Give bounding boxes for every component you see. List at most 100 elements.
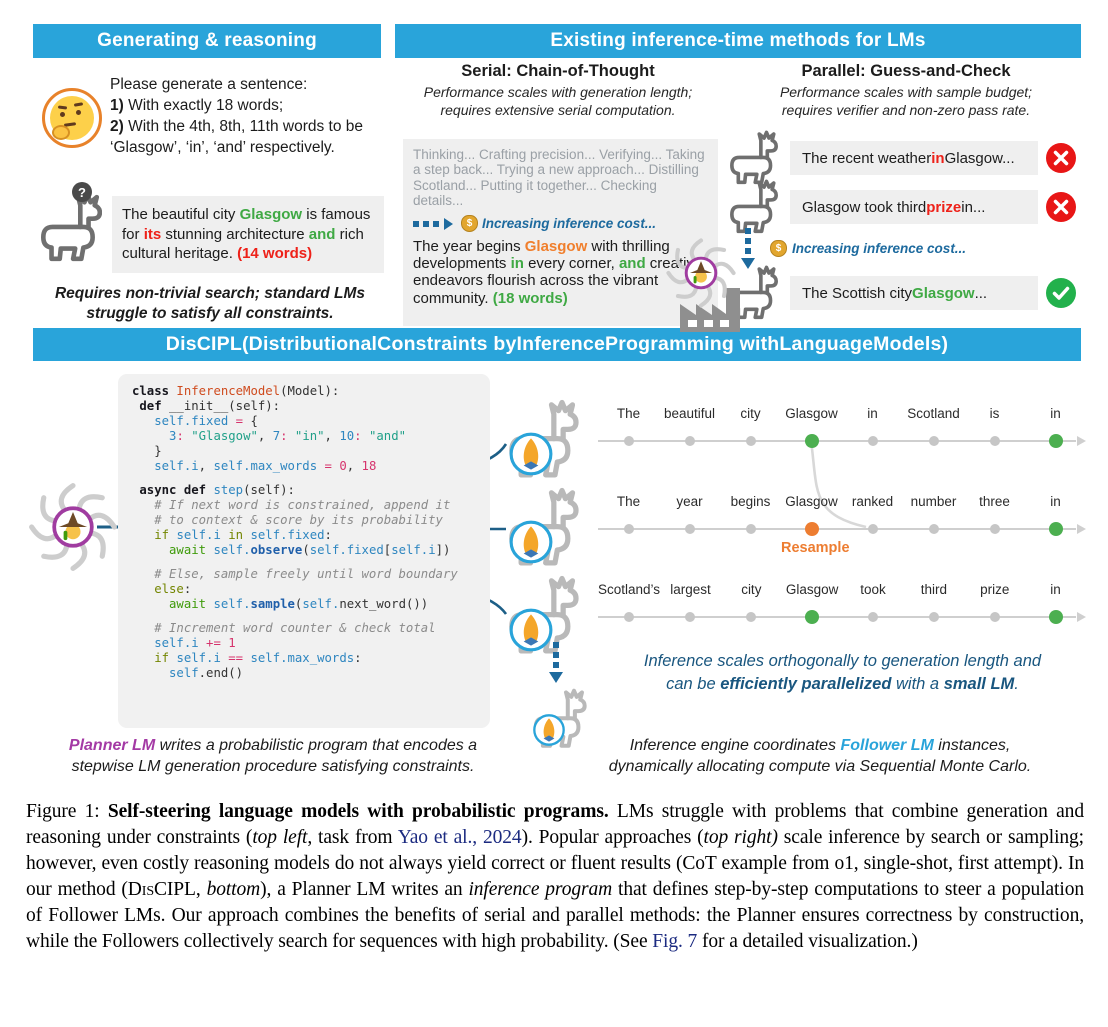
token-dot [684,436,695,446]
code-line: # Else, sample freely until word boundar… [132,567,458,581]
dotted-arrow-down-icon [549,642,563,683]
text-segment: and [308,225,336,243]
chain-word: Glasgow [785,406,838,421]
chain-word: is [989,406,1000,421]
token-dot [623,436,634,446]
chain-word: The [616,494,641,509]
praying-hands-icon [508,519,554,565]
token-dot [867,524,878,534]
text-segment: DisCIPL [165,333,242,355]
code-line: await self.observe(self.fixed[self.i]) [169,543,451,557]
token-dot [928,436,939,446]
llama-icon [36,192,102,266]
code-line: # Increment word counter & check total [132,621,436,635]
text-segment: Planner LM [68,737,156,754]
text-segment: inference program [468,879,613,900]
fail-icon [1046,143,1076,173]
text-segment: ( [241,333,249,355]
chain-word: in [867,406,878,421]
code-line [132,612,480,621]
token-chain: Scotland’s largest city Glasgow took third pri… [598,582,1086,626]
code-line: # If next word is constrained, append it [132,498,451,512]
cot-box: Thinking... Crafting precision... Verify… [403,139,718,326]
token-dot [745,524,756,534]
follower-caption: Inference engine coordinates Follower LM… [540,735,1100,777]
dotted-arrow-down-icon [741,228,755,269]
chain-word: in [1050,406,1061,421]
text-segment: ), a Planner LM writes an [260,879,469,900]
text-segment: top right) [703,827,778,848]
text-segment: Dis [248,333,280,355]
sample-row-2: Glasgow took third prize in... [790,190,1038,224]
text-segment: odels) [889,333,949,355]
text-segment: P [605,333,619,355]
chain-word: prize [980,582,1010,597]
follower-llama-icon [502,487,580,571]
token-dot [745,612,756,622]
text-segment: The Scottish city [802,284,913,302]
code-line: else: [154,582,192,596]
header-label: Generating & reasoning [97,30,317,51]
token-dot [928,524,939,534]
chain-word: city [740,406,761,421]
text-segment: C [377,333,392,355]
inference-summary: Inference scales orthogonally to generat… [595,650,1090,696]
emoji-face [50,96,94,140]
text-segment: efficiently parallelized [720,675,892,693]
text-segment: rogramming with [618,333,780,355]
text-segment: bottom [206,879,261,900]
text-segment: (18 words) [492,289,568,307]
text-segment: Glasgow [524,237,588,255]
code-line [132,558,480,567]
text-segment: stunning architecture [161,225,309,243]
text-segment: with thrilling developments [413,237,670,272]
text-segment: Glasgow [912,284,975,302]
text-segment: 1) [110,97,124,114]
code-line: async def step(self): [139,483,295,497]
chain-word: three [979,494,1010,509]
chain-word: largest [670,582,711,597]
text-segment: Inference engine coordinates [629,737,841,754]
code-line [132,474,480,483]
inference-code: class InferenceModel(Model): def __init_… [118,374,490,728]
text-segment: anguage [791,333,874,355]
code-line: # to context & score by its probability [132,513,443,527]
planner-caption: Planner LM writes a probabilistic progra… [40,735,506,777]
text-segment: M [873,333,890,355]
chain-word: Glasgow [785,494,838,509]
code-line: await self.sample(self.next_word()) [169,597,429,611]
follower-llama-icon [502,399,580,483]
question-badge: ? [72,182,92,202]
text-segment: and [618,254,646,272]
text-segment: Self-steering language models with proba… [107,801,609,822]
token-dot [623,612,634,622]
token-dot [1048,610,1063,624]
code-line: if self.i == self.max_words: [154,651,362,665]
text-segment: The beautiful city [122,206,240,223]
task-prompt: Please generate a sentence: 1) With exac… [110,74,390,158]
token-dot [684,612,695,622]
code-line: self.end() [169,666,244,680]
text-segment: its [143,225,162,243]
chain-word: beautiful [663,406,716,421]
text-segment: Fig. 7 [652,931,698,952]
text-segment: nference [522,333,606,355]
code-line: self.fixed = { [154,414,258,428]
praying-hands-icon [508,607,554,653]
cost-note: Increasing inference cost... [482,216,657,232]
text-segment: Glasgow... [944,149,1015,167]
praying-hands-icon [508,431,554,477]
text-segment: with a [891,675,944,693]
parallel-cost-line: $ Increasing inference cost... [766,240,966,257]
text-segment: LMs struggle with problems that combine … [26,801,1084,848]
text-segment: onstraints by [391,333,517,355]
text-segment: Glasgow [239,206,303,223]
pass-icon [1046,278,1076,308]
chain-word: in [1050,494,1061,509]
token-dot [989,524,1000,534]
text-segment: , [195,879,207,900]
chain-word: ranked [851,494,894,509]
follower-llama-icon [502,575,580,659]
chain-word: Scotland [907,406,960,421]
